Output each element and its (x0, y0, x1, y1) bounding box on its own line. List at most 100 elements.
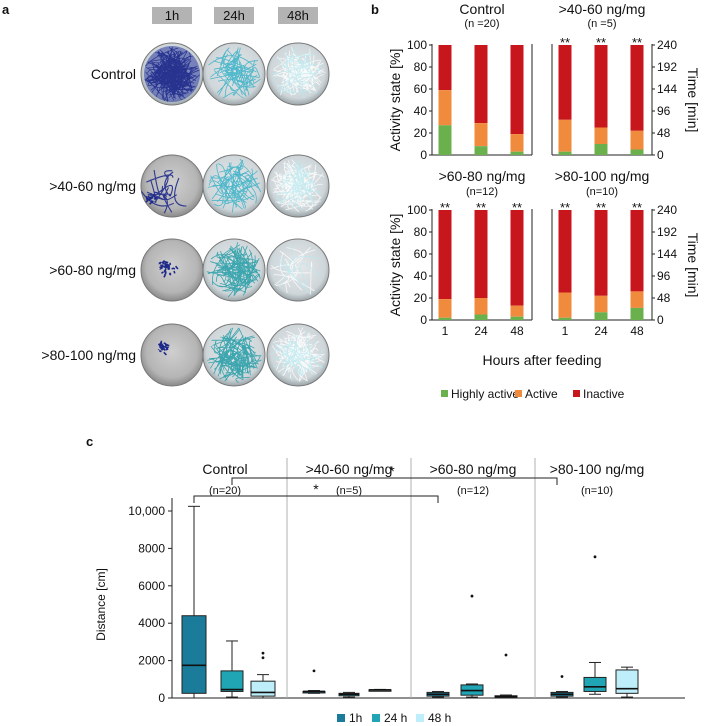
dish-tracks-48h (273, 244, 322, 296)
dish-row-label: >40-60 ng/mg (49, 178, 136, 194)
y2-tick-label: 48 (657, 291, 671, 305)
legend-swatch (416, 714, 424, 722)
y-tick-label: 0 (158, 691, 165, 705)
bar-highly-active (474, 146, 488, 155)
legend-swatch (372, 714, 380, 722)
subplot-title: >60-80 ng/mg (439, 168, 526, 184)
dish-tracks-1h-cluster (157, 340, 170, 356)
y-tick-label: 8000 (138, 541, 165, 555)
y-tick-label: 100 (407, 203, 427, 217)
significance-mark: ** (596, 200, 606, 215)
box (220, 670, 244, 692)
significance-mark: ** (596, 35, 606, 50)
bar-active (438, 299, 452, 318)
subplot-n: (n =5) (587, 18, 616, 30)
panel-b-label: b (371, 2, 379, 17)
significance-mark: ** (560, 35, 570, 50)
bar-highly-active (438, 317, 452, 320)
y2-tick-label: 96 (657, 104, 671, 118)
y-tick-label: 40 (414, 269, 428, 283)
dish-row-label: >60-80 ng/mg (49, 262, 136, 278)
y-axis-title: Activity state [%] (387, 214, 403, 317)
bar-active (510, 305, 524, 317)
petri-dish (266, 238, 330, 302)
dish-tracks-48h (274, 159, 320, 210)
y2-tick-label: 240 (657, 203, 677, 217)
y-tick-label: 80 (414, 225, 428, 239)
subplot-n: (n =20) (464, 18, 499, 30)
bar-inactive (594, 45, 608, 128)
dish-row-label: Control (91, 66, 136, 82)
bar-inactive (630, 210, 644, 292)
dish-tracks-1h-cluster (145, 193, 158, 205)
significance-star: * (313, 481, 319, 497)
bar-active (510, 134, 524, 152)
legend-label: 24 h (384, 711, 407, 725)
outlier-point (560, 675, 564, 678)
legend-label: Highly active (451, 387, 519, 401)
bar-active (438, 90, 452, 126)
dish-tracks-48h (271, 45, 322, 99)
panel-c-label: c (86, 434, 93, 449)
y-axis-title: Distance [cm] (94, 568, 108, 641)
outlier-point (261, 651, 265, 655)
bar-highly-active (558, 151, 572, 155)
y2-tick-label: 144 (657, 82, 677, 96)
bar-inactive (474, 210, 488, 298)
bar-active (474, 123, 488, 147)
time-header: 48h (287, 8, 309, 23)
bar-active (558, 292, 572, 318)
subplot-title: Control (459, 1, 504, 17)
group-title: >40-60 ng/mg (306, 461, 393, 477)
bar-highly-active (630, 307, 644, 320)
dish-tracks-24h (207, 158, 262, 213)
significance-mark: ** (476, 200, 486, 215)
y2-tick-label: 96 (657, 269, 671, 283)
bar-active (630, 130, 644, 150)
subplot-n: (n=12) (466, 186, 498, 198)
bar-inactive (474, 45, 488, 124)
outlier-point (504, 653, 508, 657)
bar-highly-active (510, 316, 524, 320)
x-tick-label: 1 (562, 324, 569, 338)
bar-inactive (558, 45, 572, 120)
group-title: >80-100 ng/mg (550, 461, 645, 477)
significance-bracket (231, 477, 558, 485)
legend-swatch (337, 714, 345, 722)
outlier-point (593, 555, 597, 559)
bar-highly-active (630, 149, 644, 155)
panel-c-distance-boxplot: 0 2000 4000 6000 8000 10,000 Distance [cm] Cont… (94, 458, 685, 725)
dish-tracks-1h-cluster (158, 260, 179, 278)
time-header-bg (278, 7, 318, 24)
x-tick-label: 48 (630, 324, 644, 338)
y-tick-label: 20 (414, 126, 428, 140)
y-tick-label: 0 (420, 148, 427, 162)
bar-inactive (438, 45, 452, 91)
x-tick-label: 24 (474, 324, 488, 338)
bar-inactive (438, 210, 452, 300)
bar-inactive (594, 210, 608, 296)
y-tick-label: 0 (420, 313, 427, 327)
significance-mark: ** (632, 35, 642, 50)
petri-dish (140, 238, 204, 302)
time-header: 24h (223, 8, 245, 23)
x-axis-title: Hours after feeding (482, 352, 601, 368)
bar-active (474, 298, 488, 315)
significance-mark: ** (632, 200, 642, 215)
x-tick-label: 48 (510, 324, 524, 338)
dish-tracks-48h (270, 330, 324, 382)
dish-row-label: >80-100 ng/mg (41, 347, 136, 363)
x-tick-label: 24 (594, 324, 608, 338)
y2-tick-label: 0 (657, 313, 664, 327)
time-header-bg (152, 7, 192, 24)
subplot-title: >40-60 ng/mg (559, 1, 646, 17)
significance-mark: ** (512, 200, 522, 215)
bar-inactive (510, 210, 524, 306)
bar-active (594, 127, 608, 144)
petri-dish (140, 323, 204, 387)
y-tick-label: 6000 (138, 579, 165, 593)
group-n: (n=5) (336, 485, 362, 497)
dish-tracks-24h (207, 327, 262, 383)
dish-tracks-1h (144, 46, 200, 102)
